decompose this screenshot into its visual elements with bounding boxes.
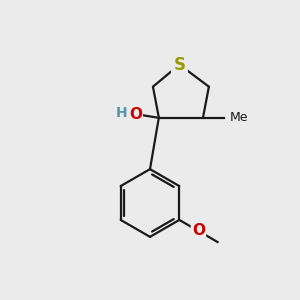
Text: O: O (129, 106, 142, 122)
Text: H: H (116, 106, 127, 120)
Text: S: S (173, 56, 185, 74)
Text: Me: Me (230, 111, 248, 124)
Text: O: O (192, 224, 205, 238)
